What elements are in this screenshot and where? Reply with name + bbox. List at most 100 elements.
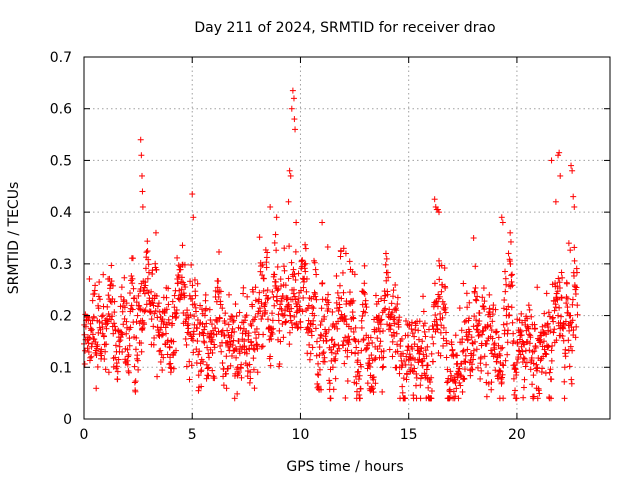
data-point-marker — [560, 325, 567, 332]
data-point-marker — [187, 278, 194, 285]
data-point-marker — [179, 242, 186, 249]
data-point-marker — [233, 313, 240, 320]
data-point-marker — [151, 334, 158, 341]
data-point-marker — [491, 340, 498, 347]
data-point-marker — [162, 330, 169, 337]
data-point-marker — [559, 333, 566, 340]
data-point-marker — [139, 324, 146, 331]
data-point-marker — [150, 341, 157, 348]
data-point-marker — [85, 348, 92, 355]
data-point-marker — [257, 268, 264, 275]
data-point-marker — [195, 387, 202, 394]
data-point-marker — [338, 295, 345, 302]
data-point-marker — [344, 377, 351, 384]
data-point-marker — [295, 270, 302, 277]
data-point-marker — [546, 369, 553, 376]
data-point-marker — [184, 307, 191, 314]
data-point-marker — [89, 297, 96, 304]
data-point-marker — [208, 321, 215, 328]
data-point-marker — [110, 330, 117, 337]
data-point-marker — [216, 315, 223, 322]
data-point-marker — [520, 394, 527, 401]
data-point-marker — [428, 395, 435, 402]
data-point-marker — [438, 322, 445, 329]
data-point-marker — [475, 332, 482, 339]
data-point-marker — [342, 250, 349, 257]
data-point-marker — [443, 340, 450, 347]
data-point-marker — [502, 275, 509, 282]
data-point-marker — [504, 327, 511, 334]
data-point-marker — [571, 244, 578, 251]
data-point-marker — [286, 329, 293, 336]
data-point-marker — [349, 314, 356, 321]
data-point-marker — [547, 328, 554, 335]
data-point-marker — [533, 367, 540, 374]
data-point-marker — [459, 336, 466, 343]
data-point-marker — [525, 302, 532, 309]
data-point-marker — [519, 359, 526, 366]
data-point-marker — [526, 306, 533, 313]
data-point-marker — [562, 318, 569, 325]
data-point-marker — [336, 345, 343, 352]
data-point-marker — [223, 385, 230, 392]
data-point-marker — [526, 331, 533, 338]
data-point-marker — [533, 361, 540, 368]
data-point-marker — [183, 341, 190, 348]
data-point-marker — [422, 347, 429, 354]
data-point-marker — [522, 363, 529, 370]
data-point-marker — [555, 312, 562, 319]
data-point-marker — [173, 307, 180, 314]
data-point-marker — [153, 266, 160, 273]
data-point-marker — [200, 338, 207, 345]
data-point-marker — [556, 279, 563, 286]
data-point-marker — [358, 363, 365, 370]
data-point-marker — [129, 306, 136, 313]
data-point-marker — [114, 376, 121, 383]
data-point-marker — [474, 364, 481, 371]
data-point-marker — [452, 393, 459, 400]
data-point-marker — [355, 376, 362, 383]
data-point-marker — [333, 272, 340, 279]
data-point-marker — [370, 389, 377, 396]
data-point-marker — [558, 295, 565, 302]
data-point-marker — [461, 366, 468, 373]
data-point-marker — [291, 271, 298, 278]
data-point-marker — [510, 375, 517, 382]
data-point-marker — [89, 331, 96, 338]
data-point-marker — [369, 339, 376, 346]
data-point-marker — [271, 239, 278, 246]
data-point-marker — [282, 319, 289, 326]
data-point-marker — [351, 271, 358, 278]
data-point-marker — [448, 341, 455, 348]
data-point-marker — [529, 381, 536, 388]
data-point-marker — [340, 289, 347, 296]
data-point-marker — [457, 382, 464, 389]
data-point-marker — [154, 373, 161, 380]
data-point-marker — [457, 372, 464, 379]
data-point-marker — [86, 334, 93, 341]
data-point-marker — [505, 303, 512, 310]
data-point-marker — [420, 351, 427, 358]
data-point-marker — [262, 246, 269, 253]
data-point-marker — [267, 353, 274, 360]
data-point-marker — [511, 391, 518, 398]
data-point-marker — [423, 353, 430, 360]
data-point-marker — [218, 348, 225, 355]
data-point-marker — [181, 261, 188, 268]
x-tick-label: 0 — [80, 427, 89, 443]
data-point-marker — [129, 255, 136, 262]
data-point-marker — [315, 360, 322, 367]
data-point-marker — [268, 335, 275, 342]
data-point-marker — [366, 360, 373, 367]
data-point-marker — [231, 395, 238, 402]
data-point-marker — [163, 294, 170, 301]
data-point-marker — [312, 266, 319, 273]
data-point-marker — [301, 265, 308, 272]
data-point-marker — [269, 310, 276, 317]
data-point-marker — [292, 321, 299, 328]
data-point-marker — [165, 301, 172, 308]
data-point-marker — [328, 349, 335, 356]
data-point-marker — [144, 248, 151, 255]
data-point-marker — [313, 296, 320, 303]
data-point-marker — [336, 304, 343, 311]
